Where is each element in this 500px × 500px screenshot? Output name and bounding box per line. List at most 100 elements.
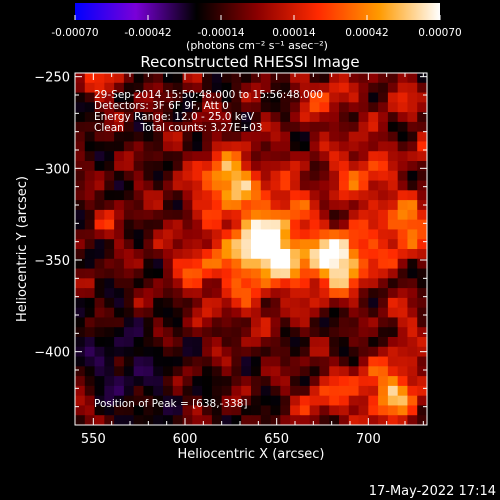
heatmap-cell — [329, 229, 340, 240]
heatmap-cell — [114, 249, 125, 260]
heatmap-cell — [182, 405, 193, 416]
heatmap-cell — [348, 356, 360, 367]
heatmap-cell — [309, 327, 320, 338]
heatmap-cell — [84, 209, 96, 221]
heatmap-cell — [299, 73, 311, 84]
heatmap-cell — [75, 73, 86, 84]
heatmap-cell — [329, 346, 340, 358]
heatmap-cell — [94, 239, 105, 250]
heatmap-cell — [378, 141, 389, 152]
heatmap-cell — [133, 141, 144, 152]
heatmap-cell — [231, 288, 242, 299]
heatmap-cell — [270, 405, 281, 416]
heatmap-cell — [94, 170, 105, 182]
heatmap-cell — [329, 102, 340, 113]
heatmap-cell — [251, 366, 262, 377]
heatmap-cell — [202, 229, 213, 240]
heatmap-cell — [75, 327, 86, 338]
heatmap-cell — [309, 405, 320, 416]
heatmap-cell — [417, 258, 427, 270]
heatmap-cell — [221, 346, 232, 358]
heatmap-cell — [329, 180, 340, 191]
heatmap-cell — [309, 317, 320, 328]
heatmap-cell — [211, 356, 223, 367]
heatmap-cell — [348, 200, 360, 211]
heatmap-cell — [299, 268, 311, 279]
heatmap-cell — [84, 249, 96, 260]
heatmap-cell — [417, 405, 427, 416]
heatmap-cell — [202, 356, 213, 367]
heatmap-cell — [251, 180, 262, 191]
heatmap-cell — [241, 297, 252, 309]
heatmap-cell — [153, 376, 164, 387]
heatmap-cell — [211, 92, 223, 103]
heatmap-cell — [319, 180, 330, 191]
heatmap-cell — [339, 376, 350, 387]
heatmap-cell — [319, 317, 330, 328]
heatmap-cell — [309, 415, 320, 425]
heatmap-cell — [407, 395, 418, 406]
heatmap-cell — [182, 307, 193, 318]
heatmap-cell — [251, 385, 262, 397]
heatmap-cell — [123, 190, 135, 201]
heatmap-cell — [172, 121, 184, 133]
heatmap-cell — [339, 102, 350, 113]
heatmap-cell — [368, 385, 379, 397]
heatmap-cell — [397, 102, 408, 113]
heatmap-cell — [397, 219, 408, 230]
heatmap-cell — [290, 278, 301, 289]
heatmap-cell — [339, 415, 350, 425]
heatmap-cell — [133, 307, 144, 318]
heatmap-cell — [348, 366, 360, 377]
heatmap-cell — [309, 151, 320, 162]
colorbar-units-label: (photons cm⁻² s⁻¹ asec⁻²) — [186, 39, 328, 52]
heatmap-cell — [172, 190, 184, 201]
heatmap-cell — [202, 190, 213, 201]
heatmap-cell — [114, 327, 125, 338]
heatmap-cell — [202, 415, 213, 425]
heatmap-cell — [270, 356, 281, 367]
heatmap-cell — [309, 131, 320, 142]
heatmap-cell — [104, 337, 115, 348]
heatmap-cell — [299, 317, 311, 328]
heatmap-cell — [339, 268, 350, 279]
heatmap-cell — [104, 200, 115, 211]
heatmap-cell — [75, 92, 86, 103]
heatmap-cell — [163, 258, 174, 270]
heatmap-cell — [260, 73, 272, 84]
heatmap-cell — [123, 405, 135, 416]
heatmap-cell — [358, 180, 369, 191]
heatmap-cell — [84, 180, 96, 191]
heatmap-cell — [280, 151, 291, 162]
heatmap-cell — [407, 327, 418, 338]
heatmap-cell — [368, 307, 379, 318]
heatmap-cell — [123, 170, 135, 182]
heatmap-cell — [339, 239, 350, 250]
heatmap-cell — [94, 102, 105, 113]
heatmap-cell — [417, 82, 427, 94]
heatmap-cell — [290, 288, 301, 299]
heatmap-cell — [251, 239, 262, 250]
heatmap-cell — [182, 327, 193, 338]
heatmap-cell — [211, 141, 223, 152]
heatmap-cell — [153, 385, 164, 397]
annotation-detectors: Detectors: 3F 6F 9F, Att 0 — [94, 100, 229, 112]
heatmap-cell — [260, 366, 272, 377]
heatmap-cell — [143, 366, 154, 377]
heatmap-cell — [241, 258, 252, 270]
heatmap-cell — [231, 376, 242, 387]
heatmap-cell — [329, 82, 340, 94]
heatmap-cell — [280, 82, 291, 94]
y-axis-label: Heliocentric Y (arcsec) — [15, 176, 30, 322]
heatmap-cell — [260, 337, 272, 348]
heatmap-cell — [299, 180, 311, 191]
heatmap-cell — [358, 317, 369, 328]
heatmap-cell — [163, 141, 174, 152]
heatmap-cell — [270, 219, 281, 230]
heatmap-cell — [387, 180, 399, 191]
heatmap-cell — [260, 346, 272, 358]
heatmap-cell — [172, 161, 184, 172]
heatmap-cell — [172, 249, 184, 260]
heatmap-cell — [397, 288, 408, 299]
heatmap-cell — [104, 209, 115, 221]
